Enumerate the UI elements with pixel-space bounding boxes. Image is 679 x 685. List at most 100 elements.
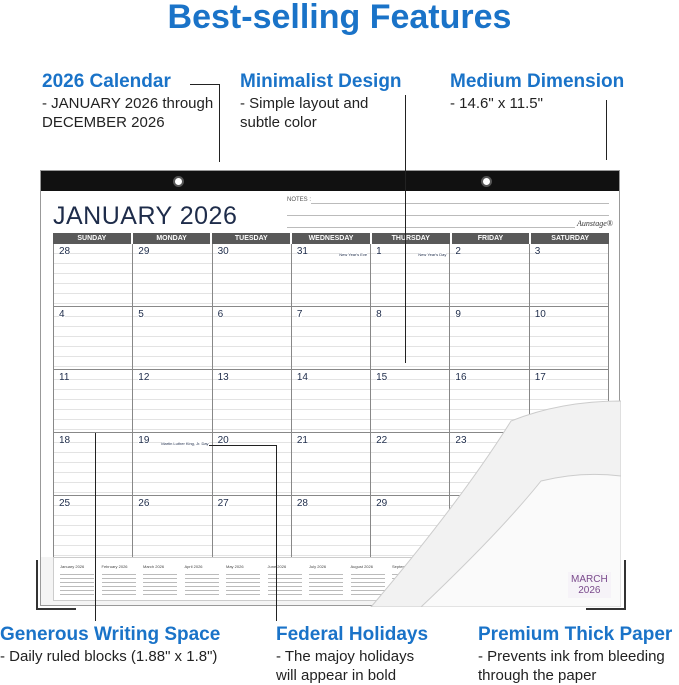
weekday-saturday: SATURDAY: [531, 233, 610, 244]
day-cell[interactable]: 21: [291, 433, 372, 495]
mini-month: May 2026: [226, 564, 260, 595]
day-number: 12: [138, 372, 150, 383]
day-number: 5: [138, 309, 144, 320]
weekday-wednesday: WEDNESDAY: [292, 233, 370, 244]
day-number: 28: [59, 246, 71, 257]
day-cell[interactable]: 9: [450, 307, 530, 369]
day-number: 31: [296, 246, 308, 257]
day-number: 8: [376, 309, 382, 320]
day-cell[interactable]: 19 Martin Luther King, Jr. Day: [133, 433, 213, 495]
day-number: 9: [455, 309, 461, 320]
mini-month-title: January 2026: [60, 564, 85, 569]
month-title: JANUARY 2026: [53, 202, 238, 230]
day-number: 7: [296, 309, 303, 320]
mini-month: August 2026: [350, 564, 385, 595]
annotation-paper: Premium Thick Paper - Prevents ink from b…: [478, 623, 672, 685]
day-number: 28: [296, 498, 308, 509]
mini-month-days: [226, 571, 260, 595]
page-title: Best-selling Features: [167, 0, 512, 36]
annotation-design: Minimalist Design - Simple layout and subt…: [240, 70, 402, 132]
day-number: 25: [59, 498, 71, 509]
day-number: 1: [376, 246, 382, 257]
day-cell[interactable]: 3: [529, 244, 609, 306]
annotation-text: - Daily ruled blocks (1.88" x 1.8"): [0, 648, 218, 665]
day-cell[interactable]: 7: [291, 307, 372, 369]
annotation-text: - Prevents ink from bleeding: [478, 648, 665, 665]
mini-month-days: [143, 571, 177, 595]
day-cell[interactable]: 14: [291, 370, 372, 432]
day-number: 2: [455, 246, 461, 257]
day-number: 17: [534, 372, 546, 383]
annotation-heading: Generous Writing Space: [0, 624, 221, 645]
day-cell[interactable]: 31 New Year's Eve: [291, 244, 372, 306]
mini-month-days: [309, 571, 343, 595]
mini-month-title: April 2026: [184, 564, 203, 569]
mini-month: July 2026: [309, 564, 343, 595]
day-cell[interactable]: 26: [133, 496, 213, 558]
day-cell[interactable]: 27: [212, 496, 292, 558]
day-number: 6: [217, 309, 224, 320]
weekday-thursday: THURSDAY: [371, 233, 450, 244]
mini-month-title: May 2026: [226, 564, 244, 569]
day-number: 15: [376, 372, 388, 383]
day-cell[interactable]: 1 New Year's Day: [371, 244, 451, 306]
day-number: 3: [534, 246, 541, 257]
day-cell[interactable]: 29: [133, 244, 213, 306]
brand-logo: Aunstage®: [577, 219, 613, 228]
day-cell[interactable]: 25: [53, 496, 134, 558]
day-number: 29: [376, 498, 388, 509]
annotation-text: subtle color: [240, 114, 317, 131]
day-number: 16: [455, 372, 467, 383]
day-cell[interactable]: 20: [212, 433, 292, 495]
day-cell[interactable]: 6: [212, 307, 292, 369]
day-cell[interactable]: 8: [371, 307, 451, 369]
mini-month-title: February 2026: [101, 564, 128, 569]
stand-right: [586, 560, 626, 610]
day-cell[interactable]: 18: [53, 433, 134, 495]
day-cell[interactable]: 5: [133, 307, 213, 369]
day-number: 18: [59, 435, 71, 446]
day-cell[interactable]: 2: [450, 244, 530, 306]
day-cell[interactable]: 28: [291, 496, 372, 558]
day-number: 13: [217, 372, 229, 383]
mini-month-title: July 2026: [309, 564, 327, 569]
hanging-hole: [481, 176, 492, 187]
page-curl: [370, 400, 621, 607]
holiday-label: New Year's Eve: [339, 252, 368, 257]
week-row: 28 29 30 31 New Year's Eve 1 New Year's Day 2 3: [53, 244, 609, 307]
day-number: 29: [138, 246, 150, 257]
holiday-label: New Year's Day: [418, 252, 447, 257]
day-number: 23: [455, 435, 467, 446]
annotation-text: - 14.6" x 11.5": [450, 95, 543, 112]
annotation-heading: Federal Holidays: [276, 624, 429, 645]
day-number: 20: [217, 435, 229, 446]
annotation-text: - JANUARY 2026 through: [42, 95, 214, 112]
annotation-heading: Premium Thick Paper: [478, 624, 673, 645]
top-binding-bar: [41, 171, 619, 191]
day-number: 4: [59, 309, 65, 320]
day-number: 26: [138, 498, 150, 509]
day-cell[interactable]: 12: [133, 370, 213, 432]
mini-month-title: August 2026: [350, 564, 373, 569]
day-number: 21: [296, 435, 308, 446]
day-cell[interactable]: 15: [371, 370, 451, 432]
day-cell[interactable]: 29: [371, 496, 451, 558]
day-cell[interactable]: 4: [53, 307, 134, 369]
day-cell[interactable]: 28: [53, 244, 134, 306]
mini-month-days: [101, 571, 136, 595]
mini-month-days: [60, 571, 94, 595]
mini-month-title: March 2026: [143, 564, 165, 569]
day-cell[interactable]: 10: [529, 307, 609, 369]
annotation-calendar: 2026 Calendar - JANUARY 2026 through DECEM…: [42, 70, 213, 132]
weekday-monday: MONDAY: [132, 233, 211, 244]
day-cell[interactable]: 11: [53, 370, 134, 432]
annotation-holidays: Federal Holidays - The majoy holidays will…: [276, 623, 428, 685]
day-cell[interactable]: 22: [371, 433, 451, 495]
day-cell[interactable]: 13: [212, 370, 292, 432]
mini-month: April 2026: [184, 564, 219, 595]
annotation-heading: Medium Dimension: [450, 71, 625, 92]
day-number: 22: [376, 435, 388, 446]
day-cell[interactable]: 30: [212, 244, 292, 306]
hanging-hole: [173, 176, 184, 187]
mini-month: March 2026: [143, 564, 177, 595]
